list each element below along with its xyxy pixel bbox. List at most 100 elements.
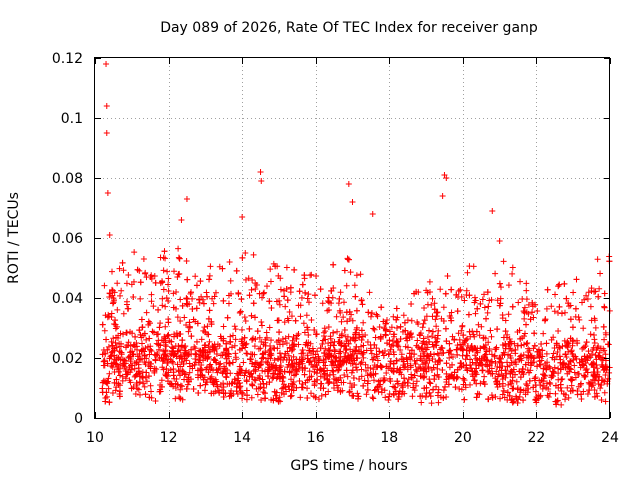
data-point [252,285,259,292]
data-point [137,356,144,363]
data-point [449,333,456,340]
data-point [280,374,287,381]
data-point [154,350,161,357]
data-point [134,353,141,360]
data-point [482,351,489,358]
data-point [315,353,322,360]
data-point [420,374,427,381]
data-point [567,335,574,342]
data-point [208,318,215,325]
data-point [525,301,532,308]
data-point [299,347,306,354]
data-point [508,359,515,366]
data-point [310,363,317,370]
data-point [103,130,110,136]
data-point [289,337,296,344]
data-point [106,232,113,238]
data-point [466,328,473,335]
data-point [477,345,484,352]
data-point [596,373,603,380]
data-point [398,351,405,358]
data-point [241,372,248,379]
data-point [147,363,154,370]
data-point [454,366,461,373]
data-point [471,294,478,301]
data-point [521,309,528,316]
data-point [177,395,184,402]
data-point [539,347,546,354]
data-point [345,352,352,359]
data-point [206,307,213,314]
data-point [477,300,484,307]
data-point [458,327,465,334]
data-point [391,384,398,391]
data-point [352,293,359,300]
data-point [125,354,132,361]
data-point [443,338,450,345]
data-point [245,275,252,282]
data-point [592,324,599,331]
data-point [191,343,198,350]
data-point [140,380,147,387]
data-point [276,367,283,374]
data-point [161,351,168,358]
data-point [165,275,172,282]
data-point [299,381,306,388]
data-point [359,333,366,340]
data-point [186,369,193,376]
data-point [199,296,206,303]
data-point [473,328,480,335]
data-point [225,300,232,307]
data-point [113,344,120,351]
data-point [460,332,467,339]
data-point [192,350,199,357]
data-point [320,359,327,366]
data-point [135,368,142,375]
data-point [517,374,524,381]
data-point [370,366,377,373]
data-point [347,380,354,387]
data-point [428,400,435,407]
data-point [194,320,201,327]
data-point [553,342,560,349]
data-point [583,365,590,372]
data-point [343,346,350,353]
data-point [489,394,496,401]
data-point [249,360,256,367]
data-point [584,353,591,360]
data-point [297,313,304,320]
data-point [387,346,394,353]
data-point [435,374,442,381]
data-point [571,369,578,376]
data-point [263,283,270,290]
data-point [298,294,305,301]
data-point [595,377,602,384]
data-point [390,365,397,372]
data-point [231,342,238,349]
data-point [497,300,504,307]
data-point [151,351,158,358]
data-point [327,335,334,342]
data-point [108,338,115,345]
data-point [536,393,543,400]
data-point [461,396,468,403]
data-point [535,346,542,353]
data-point [466,263,473,270]
data-point [367,313,374,320]
data-point [298,384,305,391]
data-point [265,366,272,373]
data-point [427,380,434,387]
data-point [489,208,496,214]
data-point [554,397,561,404]
data-point [364,338,371,345]
data-point [143,369,150,376]
data-point [581,353,588,360]
data-point [249,381,256,388]
data-point [393,358,400,365]
data-point [119,377,126,384]
data-point [571,362,578,369]
data-point [395,396,402,403]
data-point [305,291,312,298]
data-point [243,377,250,384]
data-point [451,375,458,382]
